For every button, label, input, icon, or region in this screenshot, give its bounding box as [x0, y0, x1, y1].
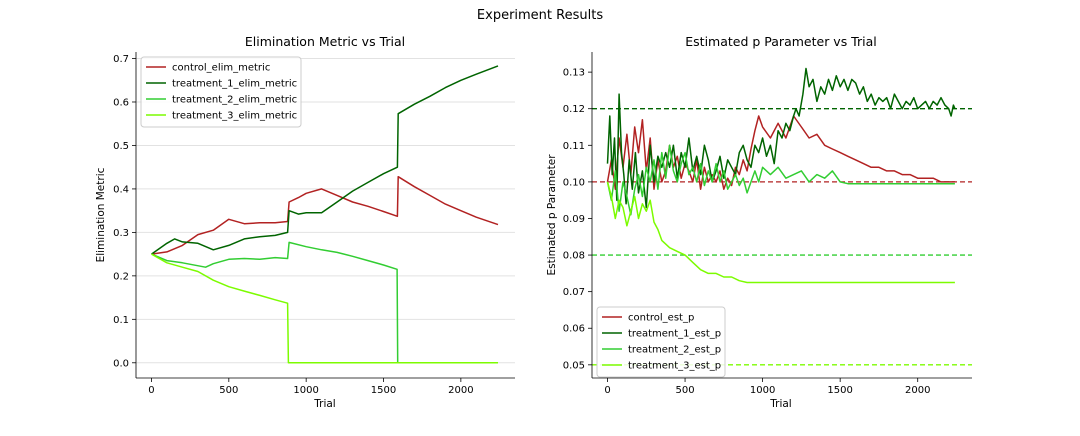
- x-tick-label: 2000: [905, 385, 930, 396]
- legend-label: treatment_3_elim_metric: [172, 111, 297, 122]
- y-tick-label: 0.6: [113, 97, 129, 108]
- elimination-metric-chart: Elimination Metric vs Trial Trial Elimin…: [95, 34, 515, 410]
- x-tick-label: 1500: [827, 385, 852, 396]
- y-axis-label: Estimated p Parameter: [546, 154, 558, 276]
- series-line-treatment_1_elim_metric: [151, 65, 499, 255]
- x-tick-label: 1500: [371, 385, 396, 396]
- series-line-treatment_3_elim_metric: [151, 253, 498, 364]
- y-tick-label: 0.10: [563, 177, 585, 188]
- chart-title: Elimination Metric vs Trial: [245, 34, 405, 49]
- figure-title: Experiment Results: [477, 8, 603, 23]
- legend-label: treatment_2_est_p: [628, 345, 721, 356]
- x-tick-label: 500: [219, 385, 238, 396]
- y-tick-label: 0.12: [563, 104, 585, 115]
- y-tick-label: 0.09: [563, 214, 585, 225]
- legend-label: treatment_1_elim_metric: [172, 79, 297, 90]
- x-tick-label: 1000: [293, 385, 318, 396]
- series-line-control_est_p: [606, 115, 955, 190]
- y-tick-label: 0.2: [113, 271, 129, 282]
- legend-label: treatment_2_elim_metric: [172, 95, 297, 106]
- legend-label: treatment_1_est_p: [628, 329, 721, 340]
- series-line-treatment_1_est_p: [606, 67, 956, 209]
- series-line-treatment_2_est_p: [606, 144, 955, 216]
- series-line-treatment_2_elim_metric: [151, 241, 498, 364]
- x-tick-label: 2000: [448, 385, 473, 396]
- y-tick-label: 0.07: [563, 287, 585, 298]
- y-tick-label: 0.3: [113, 228, 129, 239]
- y-tick-label: 0.13: [563, 68, 585, 79]
- series-line-treatment_3_est_p: [606, 181, 955, 284]
- y-tick-label: 0.05: [563, 360, 585, 371]
- y-tick-label: 0.08: [563, 251, 585, 262]
- y-tick-label: 0.7: [113, 54, 129, 65]
- legend-box: [140, 56, 302, 128]
- chart-title: Estimated p Parameter vs Trial: [685, 34, 876, 49]
- legend-label: treatment_3_est_p: [628, 361, 721, 372]
- x-tick-label: 0: [604, 385, 610, 396]
- y-tick-label: 0.06: [563, 324, 585, 335]
- x-tick-label: 500: [676, 385, 695, 396]
- y-tick-label: 0.5: [113, 141, 129, 152]
- legend-label: control_elim_metric: [172, 63, 270, 74]
- x-axis-label: Trial: [313, 398, 335, 410]
- y-tick-label: 0.11: [563, 141, 585, 152]
- estimated-p-chart: Estimated p Parameter vs Trial Trial Est…: [546, 34, 972, 410]
- x-tick-label: 0: [148, 385, 154, 396]
- x-axis-label: Trial: [769, 398, 791, 410]
- y-tick-label: 0.1: [113, 315, 129, 326]
- y-axis-label: Elimination Metric: [95, 167, 107, 262]
- legend-label: control_est_p: [628, 313, 694, 324]
- legend-box: [596, 306, 726, 378]
- y-tick-label: 0.4: [113, 184, 129, 195]
- series-line-control_elim_metric: [151, 175, 499, 255]
- y-tick-label: 0.0: [113, 358, 129, 369]
- x-tick-label: 1000: [750, 385, 775, 396]
